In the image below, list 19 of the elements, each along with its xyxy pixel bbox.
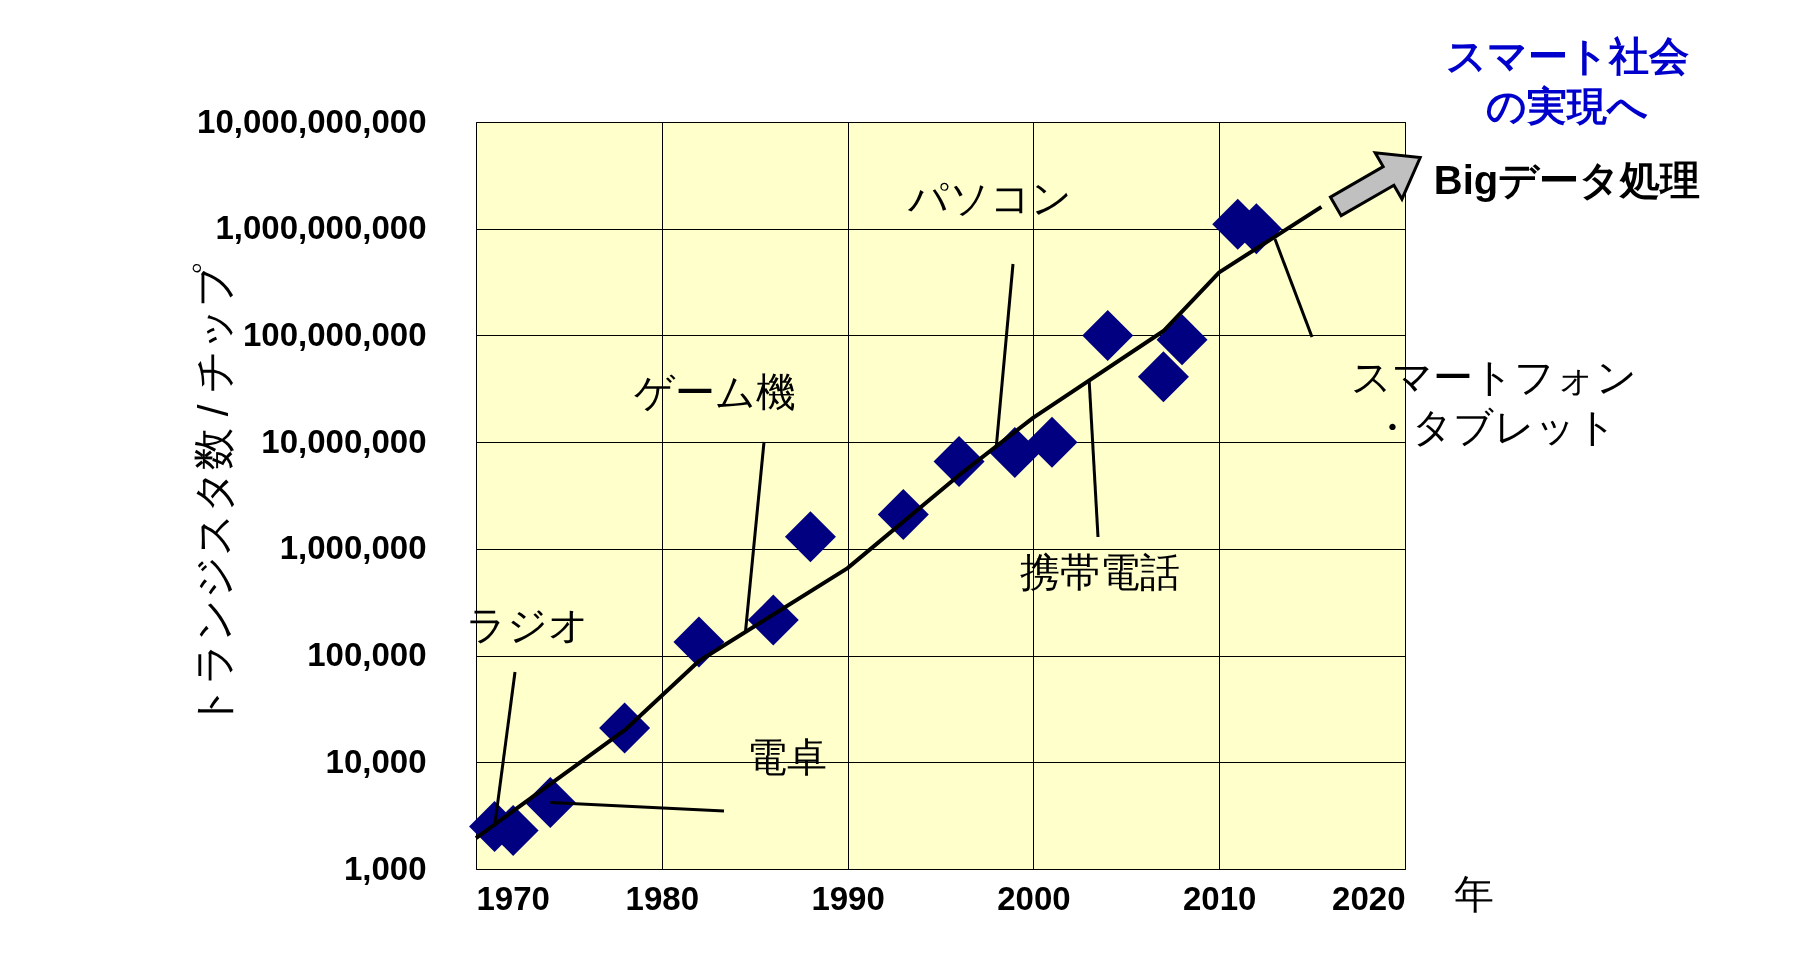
x-axis-title: 年 [1453, 871, 1494, 916]
y-tick-label: 100,000,000 [242, 315, 427, 353]
y-tick-label: 10,000,000 [261, 422, 427, 460]
y-tick-label: 1,000,000,000 [215, 209, 427, 247]
y-tick-label: 10,000,000,000 [197, 102, 427, 140]
annotation: パソコン [907, 176, 1072, 220]
x-tick-label: 2020 [1332, 879, 1406, 917]
text: Bigデータ処理 [1433, 158, 1701, 202]
x-tick-label: 1990 [811, 879, 885, 917]
text: スマート社会の実現へ [1445, 34, 1689, 128]
x-tick-label: 1970 [476, 879, 550, 917]
y-tick-label: 100,000 [307, 636, 427, 674]
y-tick-label: 1,000 [343, 849, 427, 887]
x-tick-label: 2000 [997, 879, 1071, 917]
y-axis-title: トランジスタ数 / チップ [189, 263, 237, 729]
y-tick-label: 10,000 [325, 742, 427, 780]
y-tick-label: 1,000,000 [279, 529, 427, 567]
x-tick-label: 1980 [625, 879, 700, 917]
x-tick-label: 2010 [1182, 879, 1257, 917]
